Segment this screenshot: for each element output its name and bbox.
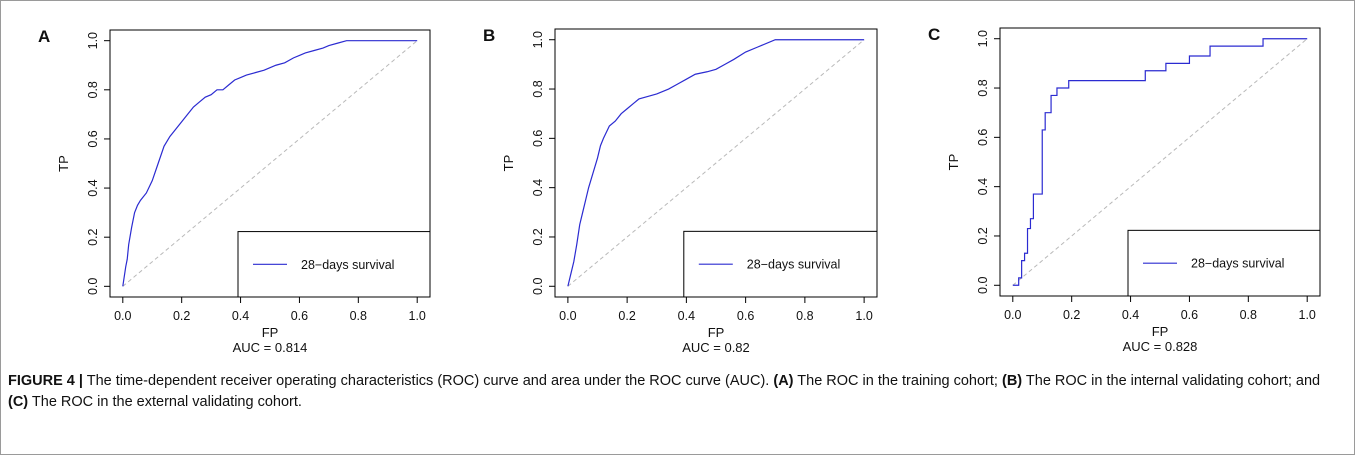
x-tick-label: 0.2 bbox=[173, 309, 190, 323]
x-tick-label: 0.6 bbox=[1181, 308, 1198, 322]
y-tick-label: 0.8 bbox=[86, 81, 100, 98]
x-tick-label: 0.4 bbox=[1122, 308, 1139, 322]
x-tick-label: 0.6 bbox=[737, 309, 754, 323]
legend-label: 28−days survival bbox=[301, 258, 394, 272]
roc-curve-series-0 bbox=[122, 40, 418, 287]
x-tick-label: 0.8 bbox=[1240, 308, 1257, 322]
y-tick-label: 0.6 bbox=[86, 130, 100, 147]
y-axis-label: TP bbox=[56, 155, 71, 172]
y-tick-label: 0.0 bbox=[86, 278, 100, 295]
figure-caption: FIGURE 4 | The time-dependent receiver o… bbox=[8, 371, 1343, 413]
x-tick-label: 0.0 bbox=[1004, 308, 1021, 322]
figure-label: FIGURE 4 | bbox=[8, 373, 83, 389]
y-tick-label: 1.0 bbox=[976, 30, 990, 47]
roc-curve-series-0 bbox=[1012, 38, 1308, 286]
x-tick-label: 1.0 bbox=[855, 309, 872, 323]
y-axis-label: TP bbox=[501, 155, 516, 172]
x-tick-label: 0.4 bbox=[232, 309, 249, 323]
x-tick-label: 0.0 bbox=[559, 309, 576, 323]
caption-seg-2: The ROC in the training cohort; bbox=[793, 373, 1002, 389]
caption-seg-6: The ROC in the external validating cohor… bbox=[28, 394, 302, 410]
y-tick-label: 0.4 bbox=[531, 179, 545, 196]
panel-b: B 0.0 0.2 0.4 0.6 0.8 1.0 0.0 0.2 0.4 0.6 0.8 1.0 FPA… bbox=[483, 26, 878, 355]
y-tick-label: 0.4 bbox=[976, 178, 990, 195]
roc-curve-series-0 bbox=[567, 39, 865, 287]
y-tick-label: 0.2 bbox=[86, 228, 100, 245]
auc-label: AUC = 0.814 bbox=[233, 340, 308, 355]
y-tick-label: 0.2 bbox=[976, 227, 990, 244]
x-tick-label: 0.8 bbox=[350, 309, 367, 323]
y-tick-label: 0.6 bbox=[531, 130, 545, 147]
y-tick-label: 0.4 bbox=[86, 179, 100, 196]
x-axis-label: FP bbox=[262, 325, 279, 340]
caption-seg-1: (A) bbox=[773, 373, 794, 389]
y-tick-label: 0.2 bbox=[531, 228, 545, 245]
panel-c: C 0.0 0.2 0.4 0.6 0.8 1.0 0.0 0.2 0.4 0.6 0.8 1.0 FPA… bbox=[928, 25, 1321, 354]
panel-label: B bbox=[483, 26, 495, 45]
x-tick-label: 1.0 bbox=[409, 309, 426, 323]
caption-seg-3: (B) bbox=[1001, 373, 1023, 389]
reference-diagonal bbox=[567, 39, 865, 287]
x-tick-label: 0.6 bbox=[291, 309, 308, 323]
caption-seg-0: The time-dependent receiver operating ch… bbox=[82, 373, 774, 389]
panel-label: A bbox=[38, 27, 50, 46]
y-tick-label: 0.6 bbox=[976, 129, 990, 146]
y-tick-label: 1.0 bbox=[86, 32, 100, 49]
x-tick-label: 0.4 bbox=[678, 309, 695, 323]
x-axis-label: FP bbox=[1152, 324, 1169, 339]
auc-label: AUC = 0.828 bbox=[1123, 339, 1198, 354]
y-tick-label: 0.8 bbox=[531, 80, 545, 97]
roc-figure: A0.0 0.2 0.4 0.6 0.8 1.00.00.20.40.60.81.0FPA… bbox=[38, 25, 1321, 355]
caption-seg-5: (C) bbox=[8, 394, 29, 410]
x-tick-label: 0.8 bbox=[796, 309, 813, 323]
caption-seg-4: The ROC in the internal validating cohor… bbox=[1022, 373, 1321, 389]
reference-diagonal bbox=[1012, 38, 1308, 286]
y-tick-label: 1.0 bbox=[531, 31, 545, 48]
panel-label: C bbox=[928, 25, 940, 44]
y-tick-label: 0.0 bbox=[976, 277, 990, 294]
y-tick-label: 0.8 bbox=[976, 79, 990, 96]
x-tick-label: 1.0 bbox=[1299, 308, 1316, 322]
x-axis-label: FP bbox=[708, 325, 725, 340]
x-tick-label: 0.2 bbox=[1063, 308, 1080, 322]
y-axis-label: TP bbox=[946, 154, 961, 171]
reference-diagonal bbox=[122, 40, 418, 287]
y-tick-label: 0.0 bbox=[531, 278, 545, 295]
auc-label: AUC = 0.82 bbox=[682, 340, 750, 355]
panel-a: A 0.0 0.2 0.4 0.6 0.8 1.0 0.0 0.2 0.4 0.6 0.8 1.0 FPA… bbox=[38, 27, 431, 355]
legend-label: 28−days survival bbox=[1191, 257, 1284, 271]
legend-label: 28−days survival bbox=[747, 258, 840, 272]
x-tick-label: 0.2 bbox=[618, 309, 635, 323]
x-tick-label: 0.0 bbox=[114, 309, 131, 323]
